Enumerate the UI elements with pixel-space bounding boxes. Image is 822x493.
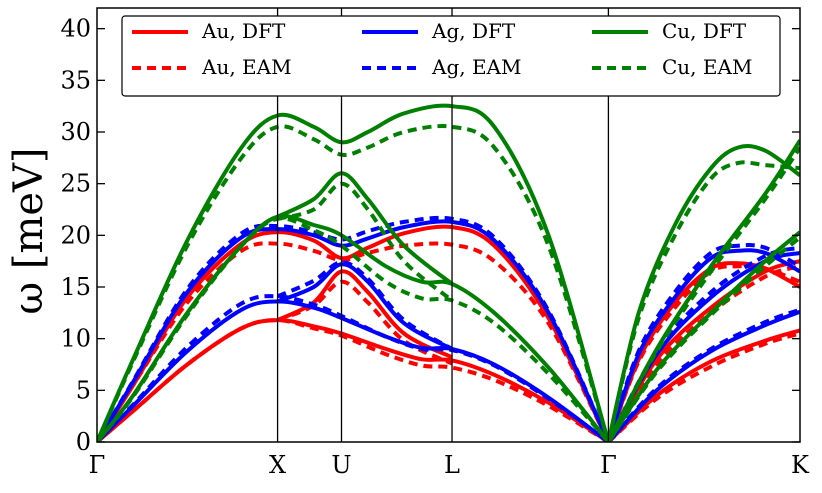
y-tick-label: 25 bbox=[60, 170, 91, 198]
x-tick-label: X bbox=[269, 451, 286, 479]
legend-item-cu-dft: Cu, DFT bbox=[592, 19, 747, 43]
branch-cu-eam-6 bbox=[606, 160, 800, 442]
y-axis: 0 5 10 15 20 25 30 35 40 bbox=[60, 15, 800, 456]
branch-au-dft-1 bbox=[97, 318, 610, 442]
y-tick-label: 10 bbox=[60, 325, 91, 353]
x-tick-label: Γ bbox=[600, 451, 617, 479]
branch-ag-eam-6 bbox=[606, 243, 800, 442]
branch-cu-eam-4 bbox=[606, 235, 800, 442]
y-axis-title: ω [meV] bbox=[6, 147, 52, 314]
x-tick-label: K bbox=[791, 451, 810, 479]
legend-label: Cu, DFT bbox=[662, 19, 747, 43]
branch-au-dft-4 bbox=[607, 328, 800, 442]
branch-ag-eam-2 bbox=[97, 215, 611, 442]
x-tick-label: Γ bbox=[89, 451, 106, 479]
branch-ag-dft-3 bbox=[276, 262, 453, 351]
series-layer bbox=[97, 103, 800, 442]
legend-item-cu-eam: Cu, EAM bbox=[592, 55, 752, 79]
y-tick-label: 0 bbox=[76, 428, 91, 456]
branch-ag-dft-6 bbox=[606, 248, 800, 442]
legend-label: Ag, DFT bbox=[431, 19, 516, 43]
y-tick-label: 30 bbox=[60, 118, 91, 146]
branch-ag-eam-4 bbox=[606, 307, 800, 442]
x-tick-label: L bbox=[444, 451, 460, 479]
legend-label: Ag, EAM bbox=[431, 55, 521, 79]
branch-cu-dft-1 bbox=[97, 213, 610, 442]
branch-au-eam-4 bbox=[607, 331, 800, 442]
legend-item-au-dft: Au, DFT bbox=[132, 19, 286, 43]
x-tick-label: U bbox=[331, 451, 351, 479]
y-tick-label: 15 bbox=[60, 273, 91, 301]
y-tick-label: 35 bbox=[60, 66, 91, 94]
legend-item-ag-dft: Ag, DFT bbox=[362, 19, 516, 43]
legend-item-au-eam: Au, EAM bbox=[132, 55, 292, 79]
branch-ag-eam-3 bbox=[276, 260, 454, 351]
plot-frame bbox=[96, 7, 801, 443]
branch-cu-eam-3 bbox=[277, 181, 454, 302]
legend-label: Au, EAM bbox=[201, 55, 292, 79]
branch-cu-dft-3 bbox=[276, 171, 454, 286]
branch-ag-dft-4 bbox=[606, 309, 800, 442]
y-tick-label: 40 bbox=[60, 15, 91, 43]
legend-box bbox=[121, 15, 781, 97]
branch-cu-eam-5 bbox=[606, 146, 800, 442]
legend-item-ag-eam: Ag, EAM bbox=[362, 55, 521, 79]
legend-label: Cu, EAM bbox=[662, 55, 752, 79]
legend: Au, DFT Au, EAM Ag, DFT Ag, EAM Cu, DFT Cu, E… bbox=[121, 15, 781, 97]
legend-label: Au, DFT bbox=[201, 19, 286, 43]
y-tick-label: 20 bbox=[60, 221, 91, 249]
y-tick-label: 5 bbox=[76, 376, 91, 404]
